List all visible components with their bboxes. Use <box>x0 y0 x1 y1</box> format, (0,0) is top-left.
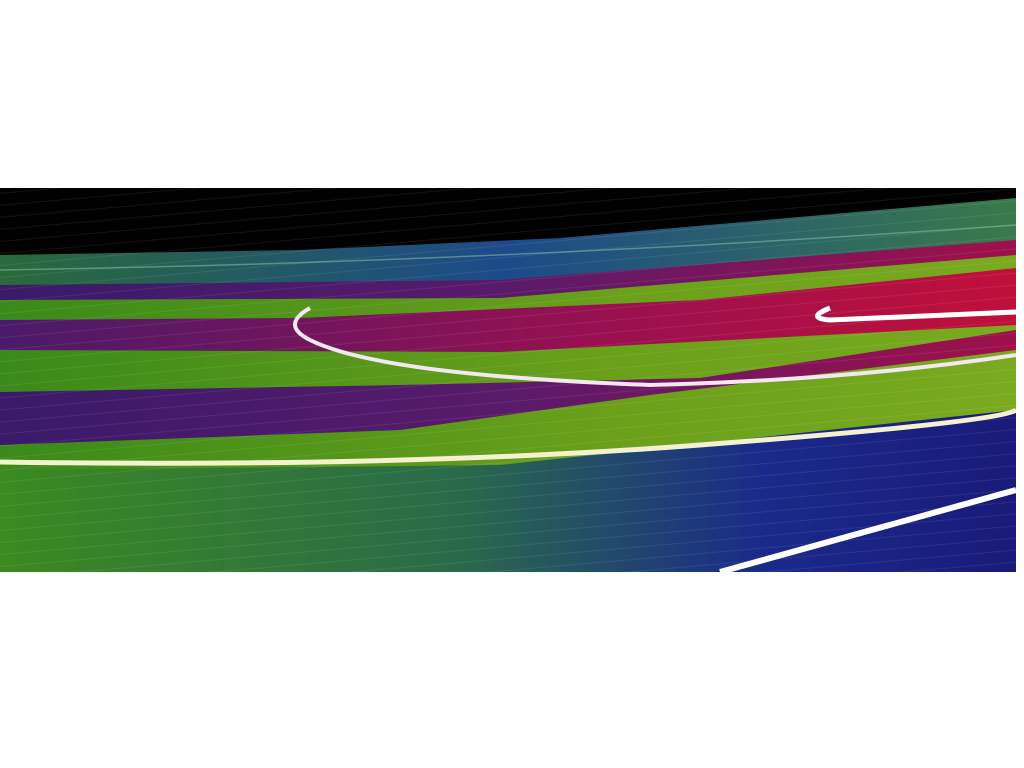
texture <box>0 188 1016 572</box>
field-line <box>719 487 1016 572</box>
photo <box>0 188 1016 572</box>
field-line <box>0 407 1016 466</box>
field-line <box>293 306 1016 388</box>
field-line <box>815 305 1016 323</box>
field-line <box>0 224 1016 271</box>
